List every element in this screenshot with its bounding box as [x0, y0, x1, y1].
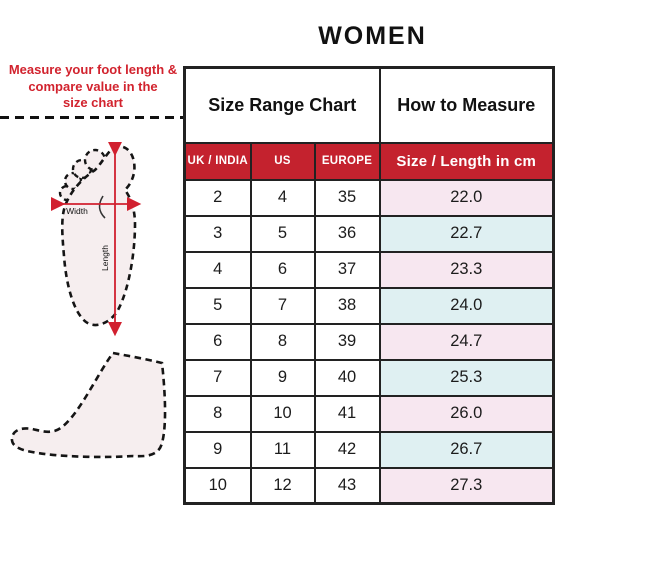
cell-uk: 10 — [183, 466, 252, 505]
length-label: Length — [100, 245, 110, 271]
table-row: 7 9 40 25.3 — [183, 358, 555, 397]
group-header-size-range: Size Range Chart — [183, 66, 381, 144]
cell-us: 9 — [249, 358, 316, 397]
instruction-line-1: Measure your foot length & — [8, 62, 178, 77]
cell-uk: 2 — [183, 178, 252, 217]
cell-length-cm: 27.3 — [378, 466, 555, 505]
cell-eu: 39 — [313, 322, 381, 361]
foot-side-diagram — [10, 351, 167, 459]
cell-us: 7 — [249, 286, 316, 325]
cell-uk: 9 — [183, 430, 252, 469]
cell-eu: 42 — [313, 430, 381, 469]
cell-us: 11 — [249, 430, 316, 469]
instruction-line-2: compare value in the — [28, 78, 158, 94]
cell-eu: 43 — [313, 466, 381, 505]
cell-eu: 40 — [313, 358, 381, 397]
cell-length-cm: 23.3 — [378, 250, 555, 289]
column-header-row: UK / INDIA US EUROPE Size / Length in cm — [183, 141, 555, 181]
side-foot-outline — [10, 351, 167, 459]
cell-us: 8 — [249, 322, 316, 361]
cell-eu: 37 — [313, 250, 381, 289]
group-header-how-to-measure: How to Measure — [378, 66, 555, 144]
col-header-uk-india: UK / INDIA — [183, 141, 252, 181]
table-row: 8 10 41 26.0 — [183, 394, 555, 433]
instruction-line-3: size chart — [63, 95, 123, 111]
cell-us: 10 — [249, 394, 316, 433]
cell-uk: 5 — [183, 286, 252, 325]
table-row: 2 4 35 22.0 — [183, 178, 555, 217]
cell-eu: 36 — [313, 214, 381, 253]
cell-length-cm: 22.7 — [378, 214, 555, 253]
cell-us: 12 — [249, 466, 316, 505]
table-row: 4 6 37 23.3 — [183, 250, 555, 289]
table-row: 3 5 36 22.7 — [183, 214, 555, 253]
cell-us: 5 — [249, 214, 316, 253]
table-row: 6 8 39 24.7 — [183, 322, 555, 361]
width-label: Width — [66, 206, 88, 216]
cell-length-cm: 24.7 — [378, 322, 555, 361]
group-header-row: Size Range Chart How to Measure — [183, 66, 555, 144]
col-header-europe: EUROPE — [313, 141, 381, 181]
table-row: 9 11 42 26.7 — [183, 430, 555, 469]
instruction-text: Measure your foot length & compare value… — [0, 62, 186, 112]
dashed-separator — [0, 116, 184, 119]
cell-eu: 41 — [313, 394, 381, 433]
cell-us: 6 — [249, 250, 316, 289]
cell-length-cm: 26.0 — [378, 394, 555, 433]
cell-uk: 6 — [183, 322, 252, 361]
cell-uk: 3 — [183, 214, 252, 253]
cell-eu: 38 — [313, 286, 381, 325]
cell-uk: 8 — [183, 394, 252, 433]
col-header-us: US — [249, 141, 316, 181]
table-row: 10 12 43 27.3 — [183, 466, 555, 505]
col-header-size-length-cm: Size / Length in cm — [378, 141, 555, 181]
cell-uk: 4 — [183, 250, 252, 289]
page-title: WOMEN — [318, 22, 427, 50]
cell-length-cm: 24.0 — [378, 286, 555, 325]
size-chart-table: Size Range Chart How to Measure UK / IND… — [183, 66, 555, 505]
cell-length-cm: 26.7 — [378, 430, 555, 469]
table-row: 5 7 38 24.0 — [183, 286, 555, 325]
cell-length-cm: 22.0 — [378, 178, 555, 217]
cell-us: 4 — [249, 178, 316, 217]
foot-sole-diagram: Width Length — [50, 141, 142, 337]
cell-eu: 35 — [313, 178, 381, 217]
cell-length-cm: 25.3 — [378, 358, 555, 397]
cell-uk: 7 — [183, 358, 252, 397]
